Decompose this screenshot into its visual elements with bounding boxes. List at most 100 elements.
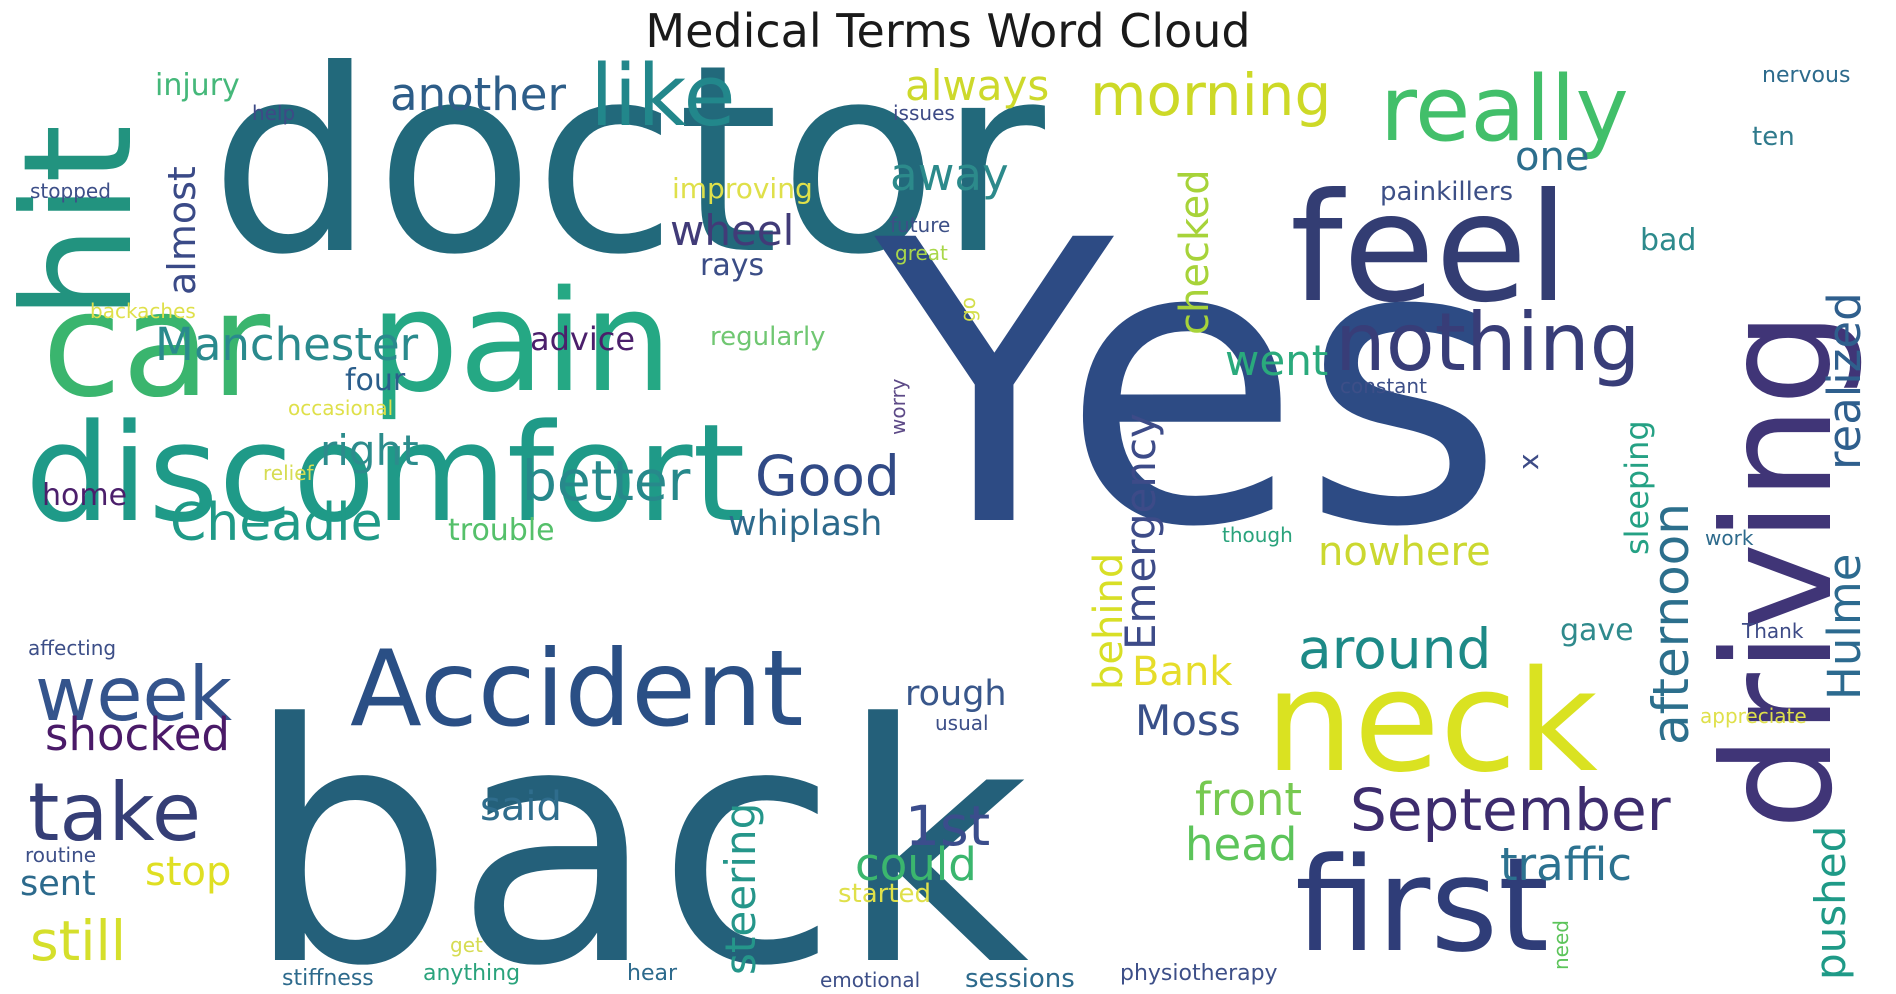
- word-moss: Moss: [1135, 696, 1241, 745]
- word-emotional: emotional: [820, 968, 920, 992]
- word-like: like: [590, 58, 736, 146]
- word-anything: anything: [423, 961, 520, 986]
- word-need: need: [1549, 920, 1573, 970]
- word-go: go: [956, 297, 980, 322]
- word-nowhere: nowhere: [1318, 529, 1491, 575]
- word-stiffness: stiffness: [282, 966, 374, 991]
- word-four: four: [345, 363, 406, 398]
- word-good: Good: [755, 444, 900, 508]
- word-realized: realized: [1818, 292, 1871, 470]
- word-afternoon: afternoon: [1642, 503, 1700, 745]
- word-car: car: [42, 261, 271, 430]
- word-though: though: [1222, 523, 1293, 547]
- word-right: right: [320, 426, 419, 475]
- word-wheel: wheel: [670, 206, 794, 255]
- word-hear: hear: [627, 961, 678, 986]
- word-really: really: [1380, 58, 1629, 162]
- word-stopped: stopped: [30, 179, 111, 203]
- word-behind: behind: [1086, 553, 1132, 690]
- word-around: around: [1298, 617, 1491, 681]
- word-advice: advice: [530, 320, 635, 358]
- word-doctor: doctor: [210, 58, 1048, 312]
- word-hulme: Hulme: [1818, 554, 1871, 700]
- word-driving: driving: [1692, 311, 1866, 830]
- word-front: front: [1195, 773, 1302, 826]
- word-back: back: [245, 654, 1029, 994]
- word-rough: rough: [905, 674, 1007, 714]
- word-help: help: [252, 101, 295, 125]
- word-said: said: [480, 784, 562, 830]
- word-went: went: [1225, 336, 1328, 385]
- word-nothing: nothing: [1335, 296, 1640, 389]
- word-hit: hit: [0, 124, 166, 320]
- word-backaches: backaches: [90, 299, 196, 323]
- word-sent: sent: [20, 864, 96, 904]
- word-emergency: Emergency: [1116, 413, 1165, 650]
- word-shocked: shocked: [45, 708, 230, 761]
- word-checked: checked: [1172, 169, 1218, 335]
- word-trouble: trouble: [448, 513, 555, 548]
- word-worry: worry: [886, 378, 910, 435]
- chart-title: Medical Terms Word Cloud: [645, 4, 1251, 58]
- word-steering: steering: [716, 803, 765, 975]
- word-injury: injury: [155, 68, 240, 103]
- word-regularly: regularly: [710, 322, 826, 352]
- word-manchester: Manchester: [155, 318, 419, 371]
- word-home: home: [42, 478, 127, 513]
- word-always: always: [905, 61, 1049, 110]
- word-cloud: doctor Yes back discomfort pain car hit feel dri…: [0, 58, 1896, 994]
- word-one: one: [1515, 134, 1589, 180]
- word-gave: gave: [1560, 613, 1634, 648]
- word-painkillers: painkillers: [1380, 177, 1513, 207]
- word-physiotherapy: physiotherapy: [1120, 961, 1278, 986]
- word-rays: rays: [700, 248, 764, 283]
- word-nervous: nervous: [1762, 63, 1850, 88]
- word-head: head: [1185, 818, 1297, 871]
- word-september: September: [1350, 776, 1671, 844]
- word-future: future: [890, 213, 950, 237]
- word-work: work: [1705, 526, 1754, 550]
- word-sessions: sessions: [965, 964, 1075, 994]
- word-whiplash: whiplash: [728, 504, 882, 544]
- word-better: better: [522, 449, 691, 513]
- word-accident: Accident: [350, 628, 804, 750]
- word-almost: almost: [160, 166, 204, 295]
- word-away: away: [890, 148, 1009, 201]
- word-stop: stop: [145, 849, 231, 895]
- word-get: get: [450, 933, 483, 957]
- word-pain: pain: [370, 261, 672, 424]
- word-still: still: [30, 909, 126, 973]
- word-issues: issues: [893, 101, 955, 125]
- word-usual: usual: [935, 711, 989, 735]
- word-yes: Yes: [869, 158, 1505, 612]
- word-week: week: [35, 650, 233, 738]
- word-occasional: occasional: [288, 396, 393, 420]
- word-great: great: [895, 241, 948, 265]
- word-x: x: [1512, 453, 1545, 470]
- word-improving: improving: [672, 172, 813, 205]
- word-1st: 1st: [905, 794, 990, 858]
- word-constant: constant: [1340, 374, 1427, 398]
- word-affecting: affecting: [28, 636, 116, 660]
- word-ten: ten: [1752, 122, 1795, 152]
- word-relief: relief: [263, 461, 315, 485]
- word-pushed: pushed: [1806, 826, 1855, 980]
- word-could: could: [855, 838, 977, 891]
- word-another: another: [390, 68, 566, 121]
- word-morning: morning: [1090, 61, 1331, 129]
- word-traffic: traffic: [1500, 838, 1632, 891]
- word-thank: Thank: [1741, 619, 1804, 643]
- word-routine: routine: [25, 843, 96, 867]
- word-bad: bad: [1640, 223, 1696, 258]
- word-started: started: [838, 879, 931, 909]
- word-take: take: [28, 766, 201, 859]
- word-bank: Bank: [1132, 649, 1233, 695]
- word-feel: feel: [1290, 162, 1569, 336]
- word-appreciate: appreciate: [1700, 704, 1807, 728]
- word-neck: neck: [1265, 641, 1598, 804]
- word-sleeping: sleeping: [1618, 420, 1656, 555]
- word-cheadle: Cheadle: [170, 493, 383, 553]
- word-first: first: [1295, 829, 1549, 981]
- word-discomfort: discomfort: [25, 395, 745, 552]
